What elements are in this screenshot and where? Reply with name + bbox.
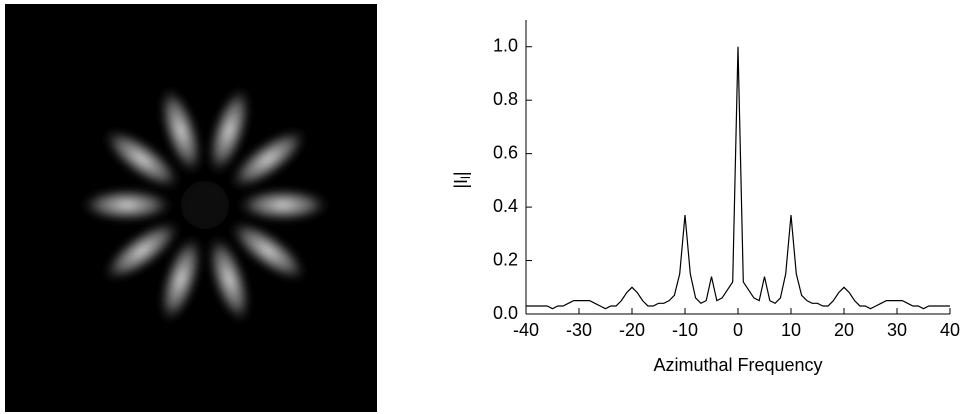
y-tick-label: 0.2	[493, 249, 518, 269]
x-tick-label: -10	[672, 320, 698, 340]
chart: Azimuthal Frequency |Il| -40 -30 -20 -10 0 10…	[451, 20, 960, 375]
speckle-image	[5, 4, 377, 412]
y-axis-label: |Il|	[451, 171, 474, 188]
y-tick-label: 0.4	[493, 196, 518, 216]
x-tick-label: -20	[619, 320, 645, 340]
x-tick-label: 10	[781, 320, 801, 340]
y-tick-label: 0.6	[493, 142, 518, 162]
x-tick-label: -40	[513, 320, 539, 340]
data-line	[526, 46, 950, 310]
x-tick-label: 20	[834, 320, 854, 340]
x-tick-label: -30	[566, 320, 592, 340]
x-axis-label: Azimuthal Frequency	[653, 355, 822, 375]
y-tick-label: 1.0	[493, 35, 518, 55]
y-tick-label: 0.0	[493, 303, 518, 323]
x-tick-label: 40	[940, 320, 960, 340]
x-tick-label: 0	[733, 320, 743, 340]
x-tick-label: 30	[887, 320, 907, 340]
y-tick-label: 0.8	[493, 89, 518, 109]
